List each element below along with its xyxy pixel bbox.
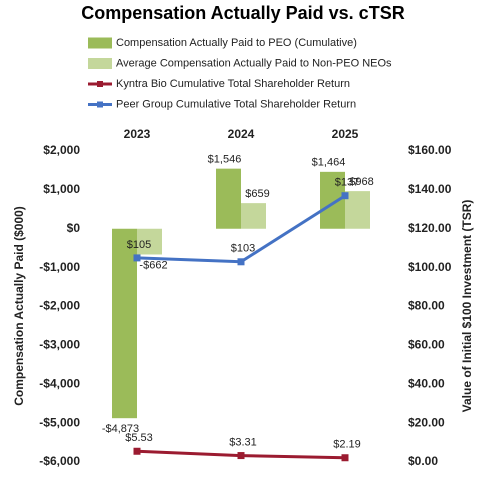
legend-swatch	[88, 37, 112, 49]
y-tick-label: $0	[67, 221, 81, 235]
value-label: -$662	[139, 259, 167, 271]
marker	[341, 192, 349, 200]
legend-label: Compensation Actually Paid to PEO (Cumul…	[116, 37, 357, 49]
bar	[320, 171, 345, 229]
y2-axis-title: Value of Initial $100 Investment (TSR)	[460, 200, 474, 413]
marker	[237, 452, 245, 460]
y-tick-label: -$4,000	[39, 376, 80, 390]
y-tick-label: $2,000	[43, 143, 80, 157]
value-label: -$4,873	[102, 423, 139, 435]
y2-tick-label: $120.00	[408, 221, 452, 235]
value-label: $5.53	[125, 432, 153, 444]
chart-title: Compensation Actually Paid vs. cTSR	[81, 3, 404, 23]
y2-tick-label: $40.00	[408, 376, 445, 390]
y-tick-label: -$2,000	[39, 299, 80, 313]
x-tick-label: 2023	[124, 127, 151, 141]
value-label: $1,546	[208, 154, 242, 166]
value-label: $105	[127, 239, 151, 251]
value-label: $103	[231, 243, 255, 255]
legend-label: Peer Group Cumulative Total Shareholder …	[116, 98, 356, 110]
legend-swatch	[88, 58, 112, 69]
legend-label: Average Compensation Actually Paid to No…	[116, 57, 392, 69]
y-tick-label: $1,000	[43, 182, 80, 196]
marker	[237, 258, 245, 266]
y-tick-label: -$6,000	[39, 454, 80, 468]
legend-label: Kyntra Bio Cumulative Total Shareholder …	[116, 78, 350, 90]
bar	[216, 168, 241, 229]
y2-tick-label: $140.00	[408, 182, 452, 196]
x-tick-label: 2025	[332, 127, 359, 141]
y-axis-title: Compensation Actually Paid ($000)	[12, 206, 26, 406]
bar	[112, 228, 137, 419]
value-label: $2.19	[333, 439, 361, 451]
y2-tick-label: $100.00	[408, 260, 452, 274]
legend-swatch	[97, 101, 103, 108]
y-tick-label: -$3,000	[39, 338, 80, 352]
marker	[341, 454, 349, 462]
legend-swatch	[97, 81, 103, 87]
value-label: $137	[335, 177, 359, 189]
y2-tick-label: $160.00	[408, 143, 452, 157]
bar	[345, 191, 370, 229]
marker	[133, 447, 141, 455]
bar	[137, 228, 162, 255]
value-label: $3.31	[229, 436, 257, 448]
y-tick-label: -$5,000	[39, 415, 80, 429]
value-label: $1,464	[312, 157, 346, 169]
bar	[241, 203, 266, 229]
x-tick-label: 2024	[228, 127, 255, 141]
marker	[133, 254, 141, 262]
y-tick-label: -$1,000	[39, 260, 80, 274]
y2-tick-label: $80.00	[408, 299, 445, 313]
y2-tick-label: $20.00	[408, 415, 445, 429]
y2-tick-label: $60.00	[408, 338, 445, 352]
y2-tick-label: $0.00	[408, 454, 438, 468]
value-label: $968	[349, 176, 373, 188]
value-label: $659	[245, 188, 269, 200]
